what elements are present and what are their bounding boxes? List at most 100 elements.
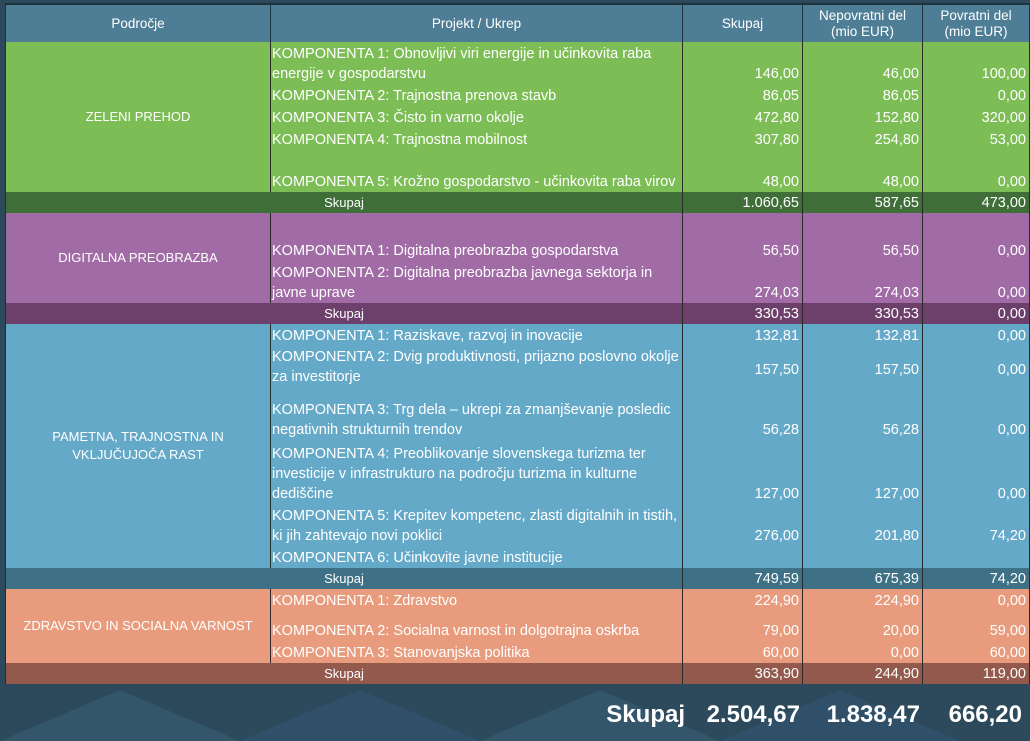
subtotal-row: Skupaj 330,53 330,53 0,00 xyxy=(5,303,1030,324)
grant-cell: 56,50 xyxy=(802,213,923,261)
header-area: Področje xyxy=(5,3,271,42)
total-cell: 307,80 xyxy=(682,128,803,150)
table-row: KOMPONENTA 3: Trg dela – ukrepi za zmanj… xyxy=(6,394,1030,440)
grand-total-row: Skupaj 2.504,67 1.838,47 666,20 xyxy=(0,701,1030,733)
project-cell: KOMPONENTA 3: Stanovanjska politika xyxy=(270,641,683,663)
total-cell: 146,00 xyxy=(682,42,803,84)
project-cell: KOMPONENTA 6: Učinkovite javne instituci… xyxy=(270,546,683,568)
subtotal-label: Skupaj xyxy=(5,303,683,324)
total-cell: 56,28 xyxy=(682,394,803,440)
table-row: KOMPONENTA 4: Trajnostna mobilnost 307,8… xyxy=(6,128,1030,150)
total-cell: 132,81 xyxy=(682,324,803,346)
loan-cell: 74,20 xyxy=(922,504,1030,546)
subtotal-total: 363,90 xyxy=(682,663,803,684)
grand-total-grant: 1.838,47 xyxy=(826,701,920,728)
loan-cell: 0,00 xyxy=(922,394,1030,440)
project-cell: KOMPONENTA 1: Raziskave, razvoj in inova… xyxy=(270,324,683,346)
project-cell: KOMPONENTA 2: Trajnostna prenova stavb xyxy=(270,84,683,106)
subtotal-grant: 675,39 xyxy=(802,568,923,589)
grant-cell: 274,03 xyxy=(802,261,923,303)
total-cell: 79,00 xyxy=(682,611,803,641)
project-cell: KOMPONENTA 2: Dvig produktivnosti, prija… xyxy=(270,346,683,394)
subtotal-grant: 244,90 xyxy=(802,663,923,684)
grant-cell: 224,90 xyxy=(802,589,923,611)
subtotal-label: Skupaj xyxy=(5,192,683,213)
header-row: Področje Projekt / Ukrep Skupaj Nepovrat… xyxy=(5,3,1030,42)
grant-cell: 56,28 xyxy=(802,394,923,440)
subtotal-loan: 119,00 xyxy=(922,663,1030,684)
area-cell: DIGITALNA PREOBRAZBA xyxy=(5,213,271,303)
table-row: KOMPONENTA 3: Stanovanjska politika 60,0… xyxy=(6,641,1030,663)
grant-cell: 46,00 xyxy=(802,42,923,84)
grant-cell: 127,00 xyxy=(802,440,923,504)
table-row: KOMPONENTA 5: Krožno gospodarstvo - učin… xyxy=(6,150,1030,192)
table-row: ZELENI PREHOD KOMPONENTA 1: Obnovljivi v… xyxy=(5,42,1030,192)
loan-cell: 320,00 xyxy=(922,106,1030,128)
subtotal-row: Skupaj 1.060,65 587,65 473,00 xyxy=(5,192,1030,213)
project-cell: KOMPONENTA 5: Krožno gospodarstvo - učin… xyxy=(270,150,683,192)
project-cell: KOMPONENTA 2: Socialna varnost in dolgot… xyxy=(270,611,683,641)
loan-cell: 0,00 xyxy=(922,150,1030,192)
subtotal-loan: 74,20 xyxy=(922,568,1030,589)
grant-cell: 86,05 xyxy=(802,84,923,106)
subtotal-grant: 587,65 xyxy=(802,192,923,213)
table-row: PAMETNA, TRAJNOSTNA IN VKLJUČUJOČA RAST … xyxy=(5,324,1030,568)
grand-total-total: 2.504,67 xyxy=(706,701,800,728)
project-cell: KOMPONENTA 3: Trg dela – ukrepi za zmanj… xyxy=(270,394,683,440)
header-project: Projekt / Ukrep xyxy=(270,3,683,42)
project-cell: KOMPONENTA 4: Trajnostna mobilnost xyxy=(270,128,683,150)
loan-cell: 0,00 xyxy=(922,346,1030,394)
loan-cell: 0,00 xyxy=(922,84,1030,106)
table-row: ZDRAVSTVO IN SOCIALNA VARNOST KOMPONENTA… xyxy=(5,589,1030,663)
project-cell: KOMPONENTA 1: Digitalna preobrazba gospo… xyxy=(270,213,683,261)
loan-cell xyxy=(922,546,1030,568)
subtotal-grant: 330,53 xyxy=(802,303,923,324)
table-row: DIGITALNA PREOBRAZBA KOMPONENTA 1: Digit… xyxy=(5,213,1030,303)
loan-cell: 59,00 xyxy=(922,611,1030,641)
header-loan: Povratni del (mio EUR) xyxy=(922,3,1030,42)
total-cell: 56,50 xyxy=(682,213,803,261)
loan-cell: 60,00 xyxy=(922,641,1030,663)
grant-cell: 201,80 xyxy=(802,504,923,546)
subtotal-total: 749,59 xyxy=(682,568,803,589)
table-row: KOMPONENTA 2: Socialna varnost in dolgot… xyxy=(6,611,1030,641)
grand-total-label: Skupaj xyxy=(606,701,685,728)
area-cell: ZDRAVSTVO IN SOCIALNA VARNOST xyxy=(5,589,271,663)
loan-cell: 100,00 xyxy=(922,42,1030,84)
project-cell: KOMPONENTA 1: Zdravstvo xyxy=(270,589,683,611)
grant-cell: 0,00 xyxy=(802,641,923,663)
project-cell: KOMPONENTA 5: Krepitev kompetenc, zlasti… xyxy=(270,504,683,546)
area-cell: ZELENI PREHOD xyxy=(5,42,271,192)
subtotal-loan: 0,00 xyxy=(922,303,1030,324)
table-row: KOMPONENTA 6: Učinkovite javne instituci… xyxy=(6,546,1030,568)
project-cell: KOMPONENTA 3: Čisto in varno okolje xyxy=(270,106,683,128)
grant-cell xyxy=(802,546,923,568)
total-cell xyxy=(682,546,803,568)
total-cell: 224,90 xyxy=(682,589,803,611)
project-cell: KOMPONENTA 4: Preoblikovanje slovenskega… xyxy=(270,440,683,504)
loan-cell: 0,00 xyxy=(922,261,1030,303)
project-cell: KOMPONENTA 1: Obnovljivi viri energije i… xyxy=(270,42,683,84)
total-cell: 48,00 xyxy=(682,150,803,192)
total-cell: 472,80 xyxy=(682,106,803,128)
subtotal-label: Skupaj xyxy=(5,568,683,589)
total-cell: 60,00 xyxy=(682,641,803,663)
loan-cell: 0,00 xyxy=(922,213,1030,261)
grant-cell: 157,50 xyxy=(802,346,923,394)
grant-cell: 20,00 xyxy=(802,611,923,641)
total-cell: 127,00 xyxy=(682,440,803,504)
grant-cell: 152,80 xyxy=(802,106,923,128)
total-cell: 274,03 xyxy=(682,261,803,303)
recovery-plan-table: Področje Projekt / Ukrep Skupaj Nepovrat… xyxy=(5,3,1030,684)
subtotal-label: Skupaj xyxy=(5,663,683,684)
subtotal-total: 1.060,65 xyxy=(682,192,803,213)
total-cell: 157,50 xyxy=(682,346,803,394)
loan-cell: 0,00 xyxy=(922,589,1030,611)
area-cell: PAMETNA, TRAJNOSTNA IN VKLJUČUJOČA RAST xyxy=(5,324,271,568)
subtotal-total: 330,53 xyxy=(682,303,803,324)
table-row: KOMPONENTA 2: Dvig produktivnosti, prija… xyxy=(6,346,1030,394)
total-cell: 276,00 xyxy=(682,504,803,546)
grant-cell: 254,80 xyxy=(802,128,923,150)
subtotal-loan: 473,00 xyxy=(922,192,1030,213)
grant-cell: 132,81 xyxy=(802,324,923,346)
